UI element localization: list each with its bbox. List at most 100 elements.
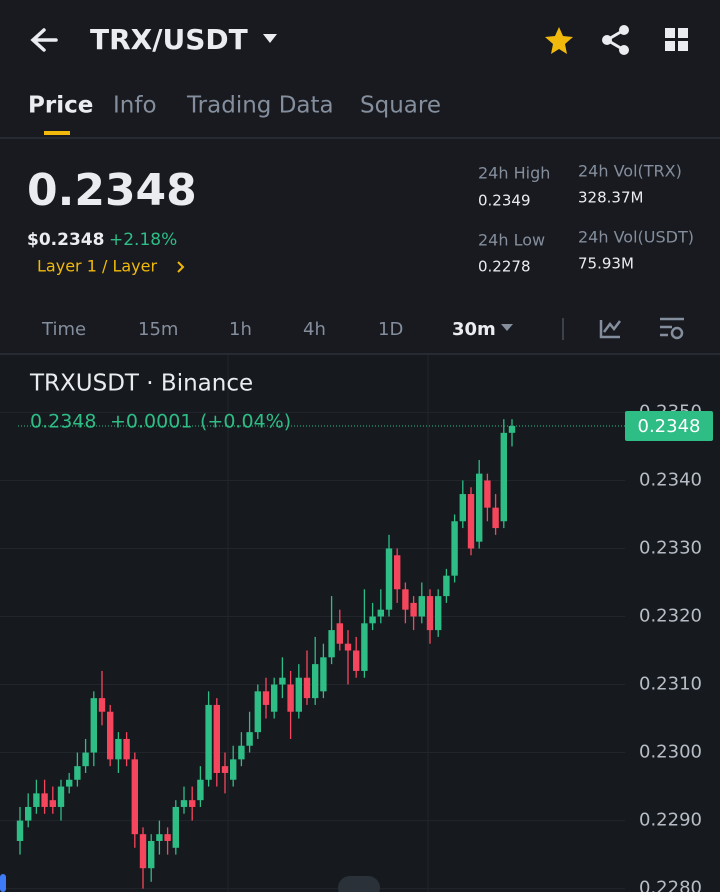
- last-price: 0.2348: [27, 165, 197, 216]
- candle-body: [115, 738, 122, 760]
- interval[interactable]: 4h: [303, 319, 326, 340]
- candle-body: [476, 473, 483, 542]
- candle-body: [410, 602, 417, 617]
- usd-price: $0.2348: [27, 230, 104, 250]
- candle-body: [66, 779, 73, 787]
- stat-value: 75.93M: [578, 255, 634, 273]
- candle-body: [303, 677, 311, 699]
- scroll-handle[interactable]: [0, 874, 6, 892]
- candle-body: [139, 834, 147, 869]
- plot: [0, 411, 625, 890]
- interval[interactable]: Time: [41, 319, 86, 340]
- share-button[interactable]: [602, 25, 629, 55]
- interval-dropdown[interactable]: [501, 324, 513, 331]
- legend-close: 0.2348: [30, 411, 96, 433]
- candle-body: [418, 596, 425, 617]
- stat-value: 0.2278: [478, 258, 531, 276]
- candle-body: [246, 732, 253, 746]
- candle-body: [107, 711, 114, 760]
- y-tick-label: 0.2340: [639, 469, 702, 490]
- pair-title[interactable]: TRX/USDT: [90, 23, 248, 56]
- candle-body: [172, 806, 179, 848]
- candle-body: [426, 596, 434, 631]
- candle-body: [344, 643, 352, 651]
- y-tick-label: 0.2280: [639, 878, 702, 892]
- category-tag[interactable]: Layer 1 / Layer: [37, 257, 157, 276]
- y-tick-label: 0.2310: [639, 674, 702, 695]
- stat-label: 24h Vol(USDT): [578, 228, 694, 247]
- candle-body: [33, 793, 40, 807]
- candle-body: [262, 691, 270, 705]
- stat-label: 24h High: [478, 164, 550, 183]
- y-tick-label: 0.2320: [639, 605, 702, 626]
- menu-grid[interactable]: [665, 28, 688, 51]
- candle-body: [74, 766, 81, 780]
- y-tick-label: 0.2300: [639, 742, 702, 763]
- y-tick-label: 0.2330: [639, 537, 702, 558]
- candle-body: [57, 786, 65, 807]
- candle-body: [254, 691, 261, 733]
- candle-body: [49, 800, 56, 807]
- candle-body: [353, 650, 360, 671]
- candle-body: [16, 820, 24, 841]
- chart-area: [0, 355, 720, 892]
- candle-body: [164, 834, 171, 841]
- stat-label: 24h Vol(TRX): [578, 162, 682, 181]
- legend-change-pct: (+0.04%): [200, 411, 291, 433]
- candle-body: [336, 623, 343, 644]
- settings-button[interactable]: [660, 317, 684, 337]
- settings-gear[interactable]: [670, 326, 684, 340]
- stat-value: 0.2349: [478, 192, 531, 210]
- candle-body: [402, 589, 409, 610]
- candle-body: [230, 759, 237, 780]
- candle-body: [287, 684, 294, 712]
- candle-body: [492, 507, 499, 529]
- candle-body: [484, 480, 491, 508]
- tab[interactable]: Price: [28, 93, 93, 119]
- candle-body: [451, 521, 458, 576]
- interval[interactable]: 1D: [378, 319, 403, 340]
- candle-body: [328, 630, 335, 658]
- candle-body: [312, 664, 319, 699]
- favorite-star[interactable]: [545, 27, 573, 54]
- tab[interactable]: Square: [360, 93, 441, 119]
- candle-body: [180, 800, 188, 807]
- candle-body: [459, 494, 466, 522]
- pair-dropdown[interactable]: [263, 34, 277, 43]
- candle-body: [435, 596, 442, 631]
- tab[interactable]: Trading Data: [186, 93, 334, 119]
- candle-body: [82, 752, 89, 767]
- candle-body: [25, 806, 32, 821]
- tab[interactable]: Info: [113, 93, 157, 119]
- stat-label: 24h Low: [478, 231, 545, 250]
- interval[interactable]: 15m: [138, 319, 178, 340]
- candle-body: [156, 834, 163, 841]
- candle-body: [320, 657, 327, 692]
- stat-value: 328.37M: [578, 189, 643, 207]
- candle-body: [189, 800, 196, 807]
- price-change: +2.18%: [109, 230, 177, 250]
- candle-body: [361, 623, 368, 671]
- back-button[interactable]: [30, 28, 58, 52]
- tag-chevron[interactable]: [177, 261, 185, 273]
- scroll-button[interactable]: [338, 876, 380, 892]
- candle-body: [90, 698, 97, 753]
- tab-indicator: [44, 131, 70, 135]
- candle-body: [213, 704, 220, 773]
- price-tag: [625, 411, 713, 442]
- chart-title: TRXUSDT · Binance: [29, 371, 253, 397]
- interval-selected[interactable]: 30m: [452, 319, 496, 340]
- candle-body: [279, 677, 286, 685]
- candle-body: [221, 766, 229, 773]
- candle-body: [197, 779, 204, 801]
- candle-body: [500, 432, 507, 522]
- candle-body: [394, 555, 401, 590]
- interval[interactable]: 1h: [229, 319, 252, 340]
- candle-body: [467, 494, 475, 549]
- candle-body: [377, 609, 384, 617]
- candle-body: [271, 684, 278, 712]
- indicator-button[interactable]: [599, 320, 621, 339]
- candle-body: [41, 793, 48, 807]
